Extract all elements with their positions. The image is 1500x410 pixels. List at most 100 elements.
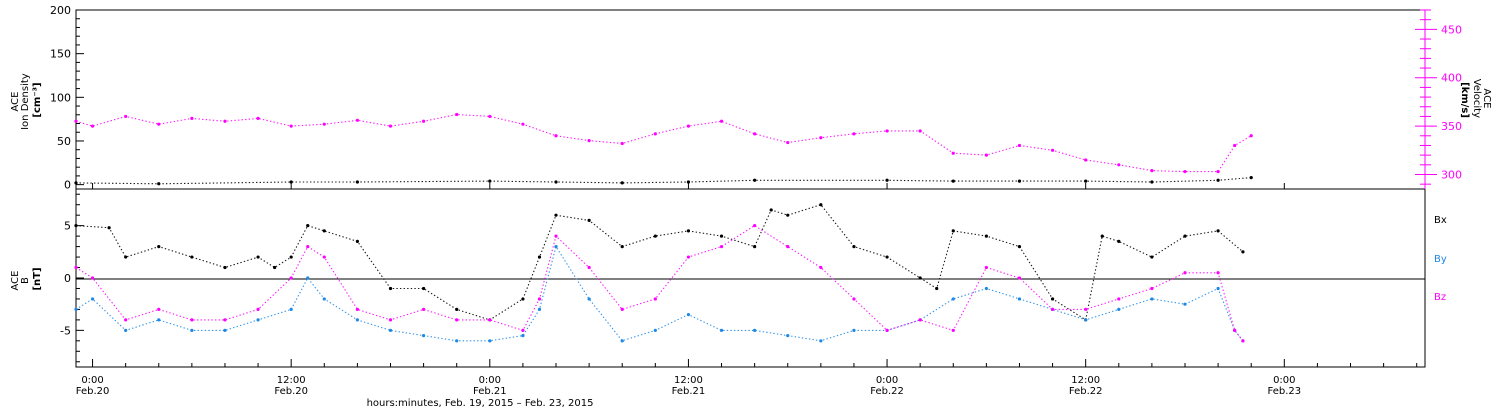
velocity-series-point-4 (190, 116, 194, 120)
top-right-ylabel-line-1: ACE (1481, 88, 1492, 108)
series-bx-point-4 (190, 255, 194, 259)
top-right-tick-label-3: 450 (1441, 23, 1462, 36)
velocity-series-point-25 (885, 129, 889, 133)
velocity-series-point-29 (1017, 143, 1022, 148)
series-bz-point-1 (90, 276, 95, 280)
series-bx-point-14 (455, 307, 459, 312)
ion-density-series-point-7 (686, 180, 691, 184)
series-bx-point-42 (1241, 250, 1245, 254)
bottom-left-tick-label-1: 0 (64, 272, 71, 285)
series-bz-point-12 (421, 307, 426, 312)
x-tick-date-4: Feb.22 (870, 386, 904, 397)
series-by-point-9 (322, 297, 326, 301)
series-bx-point-26 (786, 213, 790, 217)
series-by-point-5 (223, 328, 227, 332)
series-bz (74, 224, 1245, 343)
top-left-ylabel-line-1: ACE (10, 92, 21, 112)
series-bz-point-10 (355, 307, 359, 312)
velocity-series-point-22 (786, 140, 790, 145)
ion-density-series-point-0 (74, 181, 78, 185)
top-left-axis: 0 50 100 150 200 (50, 4, 84, 192)
top-right-axis: 300 350 400 450 (1415, 9, 1462, 189)
ion-density-series-point-5 (554, 180, 558, 184)
series-bz-point-24 (786, 244, 790, 249)
series-bz-point-2 (124, 318, 128, 322)
series-by-point-18 (587, 297, 591, 301)
series-bz-point-28 (918, 318, 922, 322)
series-bx-point-23 (719, 234, 724, 238)
velocity-series-point-17 (620, 141, 624, 146)
series-bz-point-25 (819, 265, 823, 270)
series-by-point-26 (852, 328, 856, 332)
series-by-point-30 (984, 286, 988, 291)
ion-density-series-point-6 (620, 181, 624, 185)
series-bz-point-33 (1084, 307, 1088, 312)
series-bz-point-17 (554, 234, 558, 238)
series-bz-point-9 (322, 255, 326, 259)
velocity-series-point-6 (256, 116, 260, 120)
series-bz-point-26 (852, 297, 856, 301)
x-tick-time-2: 0:00 (479, 375, 501, 386)
series-bz-point-0 (74, 265, 78, 270)
series-bz-point-13 (455, 318, 459, 322)
series-bz-point-3 (157, 307, 161, 312)
series-by-point-1 (90, 297, 95, 301)
series-bz-point-35 (1150, 286, 1154, 291)
series-bx-point-6 (256, 255, 260, 259)
top-right-ylabel-line-2: Velocity (1471, 79, 1482, 118)
series-by-point-0 (74, 307, 78, 312)
series-bz-point-39 (1241, 339, 1245, 343)
ion-density-series-point-1 (157, 182, 161, 186)
ion-density-series-point-12 (1084, 179, 1088, 183)
series-bx-point-19 (587, 218, 591, 223)
series-bz-point-16 (537, 297, 542, 301)
x-tick-date-3: Feb.21 (672, 386, 706, 397)
top-panel-frame (75, 9, 1426, 190)
top-right-tick-label-1: 350 (1441, 120, 1462, 133)
x-axis: 0:00Feb.2012:00Feb.200:00Feb.2112:00Feb.… (76, 183, 1418, 397)
series-bx-point-7 (273, 265, 277, 270)
series-bz-point-11 (388, 318, 393, 322)
velocity-series-point-32 (1117, 163, 1121, 167)
series-bz-point-32 (1050, 307, 1055, 312)
ion-density-series-point-14 (1216, 178, 1220, 182)
top-right-ylabel: ACE Velocity [km/s] (1459, 79, 1492, 121)
velocity-series-point-31 (1084, 158, 1088, 162)
series-bx-point-2 (124, 255, 128, 259)
series-bx-point-18 (554, 213, 558, 217)
top-left-tick-label-0: 0 (64, 179, 71, 192)
velocity-series-point-37 (1249, 134, 1253, 138)
series-bx-point-9 (306, 224, 310, 228)
legend-bx: Bx (1434, 215, 1447, 226)
velocity-series-point-27 (951, 151, 955, 155)
series-bz-point-29 (951, 328, 955, 332)
series-bx-point-24 (753, 244, 757, 249)
velocity-series-point-14 (521, 122, 525, 126)
series-bx-point-35 (1050, 297, 1055, 301)
velocity-series-point-36 (1233, 143, 1237, 148)
velocity-series-point-8 (322, 122, 326, 126)
series-by-point-29 (951, 297, 955, 301)
velocity-series-point-18 (653, 132, 657, 136)
series-bx-point-33 (984, 234, 988, 238)
x-tick-date-2: Feb.21 (473, 386, 507, 397)
series-bz-point-20 (653, 297, 657, 301)
series-bz-point-18 (587, 265, 591, 270)
top-left-tick-label-1: 50 (57, 135, 71, 148)
ion-density-series-point-13 (1150, 180, 1154, 184)
series-bx-point-21 (653, 234, 657, 238)
top-right-ylabel-line-3: [km/s] (1459, 82, 1470, 118)
bottom-left-ylabel: ACE B [nT] (10, 267, 43, 290)
series-by-point-15 (521, 333, 525, 338)
series-by-point-22 (719, 328, 724, 332)
velocity-series-point-15 (554, 134, 558, 138)
velocity-series-point-3 (157, 122, 161, 126)
x-tick-date-1: Feb.20 (274, 386, 308, 397)
velocity-series-point-24 (852, 132, 856, 136)
series-by-point-20 (653, 328, 657, 332)
x-axis-label: hours:minutes, Feb. 19, 2015 – Feb. 23, … (367, 398, 594, 409)
velocity-series-point-7 (289, 124, 293, 128)
velocity-series-point-19 (686, 124, 691, 128)
series-bz-point-6 (256, 307, 260, 312)
